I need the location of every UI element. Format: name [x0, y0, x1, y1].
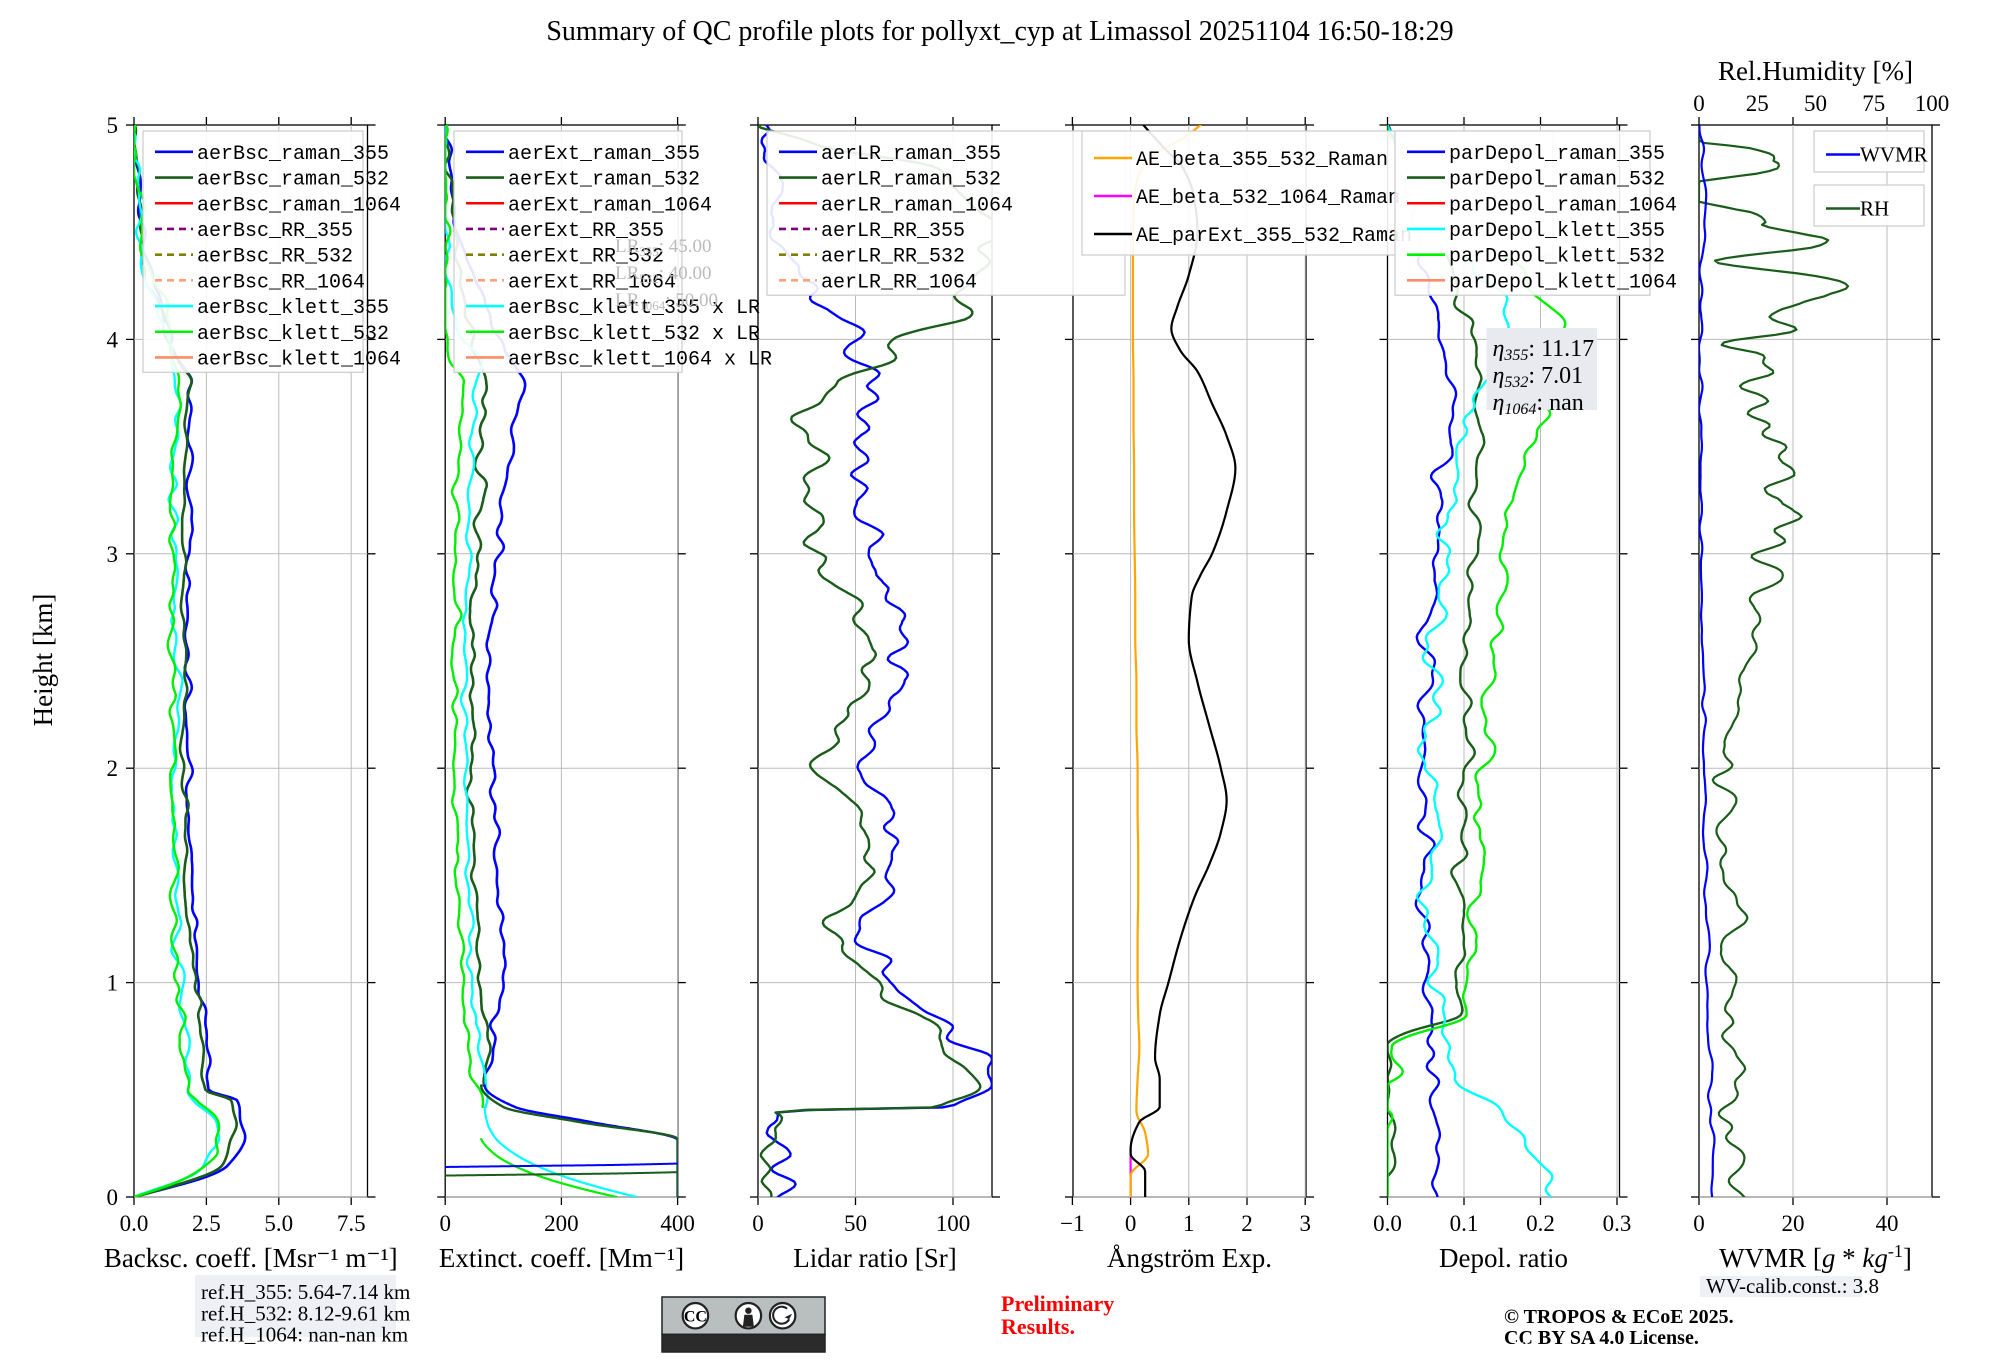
- svg-text:2: 2: [107, 756, 119, 781]
- svg-text:aerBsc_klett_532 x LR: aerBsc_klett_532 x LR: [508, 323, 760, 346]
- svg-text:© TROPOS & ECoE 2025.: © TROPOS & ECoE 2025.: [1504, 1306, 1734, 1328]
- svg-text:0.0: 0.0: [1373, 1211, 1402, 1236]
- svg-text:−1: −1: [1060, 1211, 1084, 1236]
- svg-text:2: 2: [1241, 1211, 1253, 1236]
- svg-text:parDepol_klett_355: parDepol_klett_355: [1449, 220, 1665, 243]
- svg-text:aerLR_raman_1064: aerLR_raman_1064: [821, 194, 1013, 217]
- svg-text:aerExt_raman_532: aerExt_raman_532: [508, 169, 700, 192]
- svg-text:100: 100: [1915, 91, 1950, 116]
- svg-text:aerLR_raman_532: aerLR_raman_532: [821, 169, 1001, 192]
- svg-text:aerBsc_klett_1064: aerBsc_klett_1064: [197, 348, 401, 371]
- svg-text:AE_beta_532_1064_Raman: AE_beta_532_1064_Raman: [1136, 187, 1400, 210]
- svg-text:20: 20: [1782, 1211, 1805, 1236]
- svg-text:aerLR_RR_355: aerLR_RR_355: [821, 220, 965, 243]
- svg-text:aerBsc_klett_532: aerBsc_klett_532: [197, 323, 389, 346]
- svg-text:0.2: 0.2: [1526, 1211, 1555, 1236]
- svg-text:400: 400: [660, 1211, 695, 1236]
- svg-text:aerBsc_raman_355: aerBsc_raman_355: [197, 143, 389, 166]
- svg-text:50: 50: [844, 1211, 867, 1236]
- svg-text:Depol. ratio: Depol. ratio: [1439, 1243, 1568, 1273]
- svg-text:0: 0: [107, 1185, 119, 1210]
- svg-text:aerBsc_RR_532: aerBsc_RR_532: [197, 246, 353, 269]
- svg-text:0: 0: [1693, 1211, 1705, 1236]
- svg-text:parDepol_klett_532: parDepol_klett_532: [1449, 246, 1665, 269]
- svg-text:7.5: 7.5: [337, 1211, 366, 1236]
- svg-text:1: 1: [1183, 1211, 1195, 1236]
- svg-text:LR532: 40.00: LR532: 40.00: [615, 263, 712, 286]
- svg-text:WV-calib.const.: 3.8: WV-calib.const.: 3.8: [1706, 1274, 1879, 1298]
- svg-text:5: 5: [107, 113, 119, 138]
- svg-text:Height [km]: Height [km]: [28, 594, 58, 727]
- svg-text:Ångström Exp.: Ångström Exp.: [1107, 1243, 1272, 1273]
- svg-text:Rel.Humidity [%]: Rel.Humidity [%]: [1718, 56, 1913, 86]
- svg-text:RH: RH: [1860, 197, 1889, 221]
- svg-text:AE_parExt_355_532_Raman: AE_parExt_355_532_Raman: [1136, 225, 1412, 248]
- svg-text:CC: CC: [684, 1309, 707, 1326]
- svg-text:50: 50: [1804, 91, 1827, 116]
- svg-text:2.5: 2.5: [192, 1211, 221, 1236]
- svg-text:0: 0: [439, 1211, 451, 1236]
- svg-text:aerBsc_raman_1064: aerBsc_raman_1064: [197, 194, 401, 217]
- svg-text:25: 25: [1746, 91, 1769, 116]
- svg-text:0: 0: [1125, 1211, 1137, 1236]
- svg-text:SA: SA: [1513, 1335, 1530, 1350]
- svg-text:75: 75: [1862, 91, 1885, 116]
- svg-text:Lidar ratio [Sr]: Lidar ratio [Sr]: [793, 1243, 956, 1273]
- svg-text:aerBsc_RR_355: aerBsc_RR_355: [197, 220, 353, 243]
- svg-text:0.0: 0.0: [120, 1211, 149, 1236]
- svg-text:aerExt_raman_355: aerExt_raman_355: [508, 143, 700, 166]
- svg-text:CC BY SA 4.0 License.: CC BY SA 4.0 License.: [1504, 1327, 1699, 1349]
- svg-text:WVMR [g * kg-1]: WVMR [g * kg-1]: [1719, 1241, 1912, 1273]
- svg-text:BY: BY: [1468, 1335, 1487, 1350]
- svg-text:aerLR_RR_1064: aerLR_RR_1064: [821, 271, 977, 294]
- svg-text:3: 3: [107, 542, 119, 567]
- svg-text:0: 0: [1693, 91, 1705, 116]
- svg-text:200: 200: [544, 1211, 579, 1236]
- svg-text:parDepol_raman_1064: parDepol_raman_1064: [1449, 194, 1677, 217]
- svg-text:aerBsc_RR_1064: aerBsc_RR_1064: [197, 271, 365, 294]
- svg-text:parDepol_raman_355: parDepol_raman_355: [1449, 143, 1665, 166]
- svg-text:5.0: 5.0: [264, 1211, 293, 1236]
- svg-text:LR1064: 50.00: LR1064: 50.00: [615, 290, 718, 313]
- svg-text:Preliminary: Preliminary: [1001, 1291, 1114, 1316]
- svg-text:Extinct. coeff. [Mm⁻¹]: Extinct. coeff. [Mm⁻¹]: [439, 1243, 684, 1273]
- svg-text:LR355: 45.00: LR355: 45.00: [615, 236, 712, 259]
- svg-text:WVMR: WVMR: [1860, 143, 1928, 167]
- svg-text:40: 40: [1876, 1211, 1899, 1236]
- svg-text:aerLR_RR_532: aerLR_RR_532: [821, 246, 965, 269]
- svg-text:aerLR_raman_355: aerLR_raman_355: [821, 143, 1001, 166]
- svg-text:AE_beta_355_532_Raman: AE_beta_355_532_Raman: [1136, 149, 1388, 172]
- svg-text:parDepol_klett_1064: parDepol_klett_1064: [1449, 271, 1677, 294]
- svg-text:0.1: 0.1: [1450, 1211, 1479, 1236]
- svg-text:Results.: Results.: [1001, 1314, 1075, 1339]
- svg-text:parDepol_raman_532: parDepol_raman_532: [1449, 169, 1665, 192]
- svg-text:aerExt_raman_1064: aerExt_raman_1064: [508, 194, 712, 217]
- svg-text:4: 4: [107, 327, 119, 352]
- svg-text:3: 3: [1299, 1211, 1311, 1236]
- svg-text:0: 0: [752, 1211, 764, 1236]
- svg-text:ref.H_1064: nan-nan km: ref.H_1064: nan-nan km: [201, 1323, 408, 1347]
- svg-text:1: 1: [107, 971, 119, 996]
- svg-text:100: 100: [936, 1211, 971, 1236]
- svg-text:aerBsc_raman_532: aerBsc_raman_532: [197, 169, 389, 192]
- svg-text:aerExt_RR_355: aerExt_RR_355: [508, 220, 664, 243]
- svg-text:aerBsc_klett_1064 x LR: aerBsc_klett_1064 x LR: [508, 348, 772, 371]
- svg-text:Backsc. coeff. [Msr⁻¹ m⁻¹]: Backsc. coeff. [Msr⁻¹ m⁻¹]: [104, 1243, 398, 1273]
- svg-text:0.3: 0.3: [1603, 1211, 1632, 1236]
- svg-text:aerBsc_klett_355: aerBsc_klett_355: [197, 297, 389, 320]
